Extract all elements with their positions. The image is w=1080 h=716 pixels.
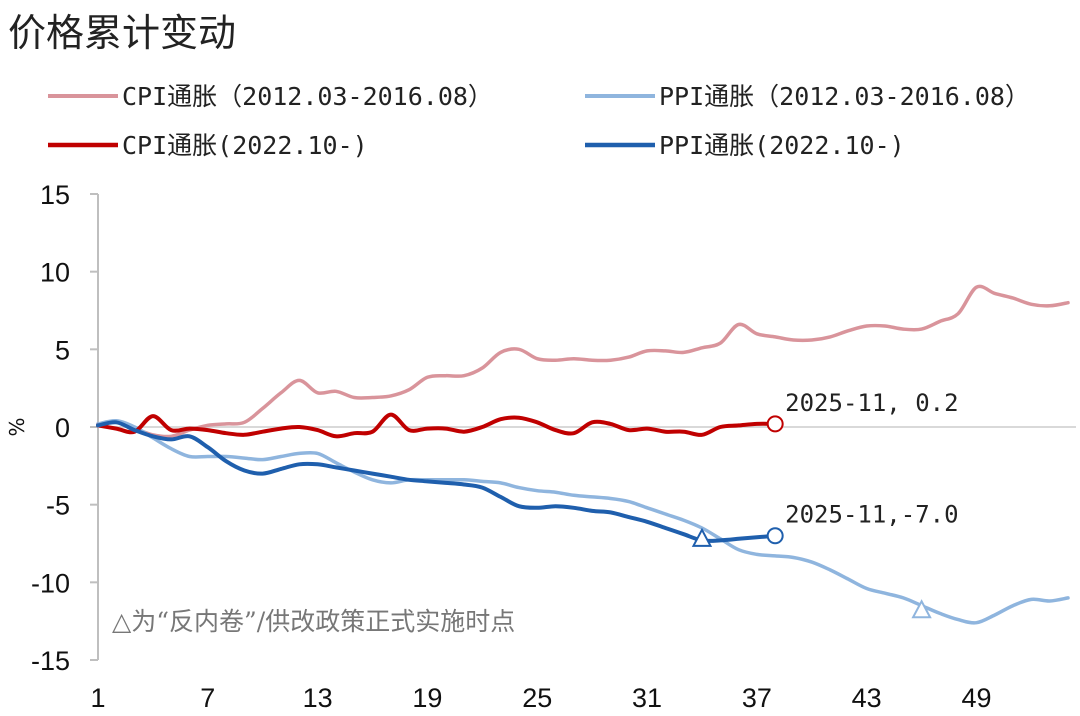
endpoint-marker <box>766 527 784 545</box>
legend-label-ppi-2022: PPI通胀(2022.10-) <box>659 131 905 160</box>
policy-triangle-marker <box>911 599 932 619</box>
x-tick-label: 31 <box>632 683 662 713</box>
series-layer <box>96 284 1070 625</box>
x-tick-label: 37 <box>742 683 772 713</box>
y-tick-label: 5 <box>55 335 70 365</box>
series-cpi-2022-line <box>96 412 778 439</box>
x-tick-label: 25 <box>522 683 552 713</box>
y-tick-label: -15 <box>31 646 70 676</box>
policy-triangle-marker <box>691 527 713 547</box>
series-ppi-2012-line <box>96 419 1070 625</box>
marker-layer <box>691 527 932 619</box>
x-tick-label: 49 <box>961 683 991 713</box>
y-tick-label: 10 <box>40 258 70 288</box>
chart-title: 价格累计变动 <box>8 11 236 55</box>
endpoint-marker <box>766 415 784 433</box>
legend-label-cpi-2022: CPI通胀(2022.10-) <box>122 131 368 160</box>
y-tick-label: -5 <box>46 491 70 521</box>
legend-label-cpi-2012: CPI通胀（2012.03-2016.08） <box>122 82 493 111</box>
y-tick-label: 0 <box>55 413 70 443</box>
series-cpi-2012-line <box>96 284 1070 439</box>
legend: CPI通胀（2012.03-2016.08） PPI通胀（2012.03-201… <box>48 82 1030 160</box>
annotation-layer: 2025-11, 0.2 2025-11,-7.0 <box>766 389 959 545</box>
x-tick-label: 13 <box>303 683 333 713</box>
endpoint-label: 2025-11, 0.2 <box>785 389 958 417</box>
x-tick-label: 1 <box>90 683 105 713</box>
x-tick-label: 43 <box>852 683 882 713</box>
legend-label-ppi-2012: PPI通胀（2012.03-2016.08） <box>659 82 1030 111</box>
x-tick-label: 19 <box>412 683 442 713</box>
policy-note: △为“反内卷”/供改政策正式实施时点 <box>112 607 515 636</box>
series-ppi-2022-line <box>96 420 778 543</box>
y-axis-label: % <box>5 417 29 436</box>
endpoint-label: 2025-11,-7.0 <box>785 501 958 529</box>
y-tick-label: -10 <box>31 568 70 598</box>
y-tick-label: 15 <box>40 180 70 210</box>
x-tick-label: 7 <box>200 683 215 713</box>
